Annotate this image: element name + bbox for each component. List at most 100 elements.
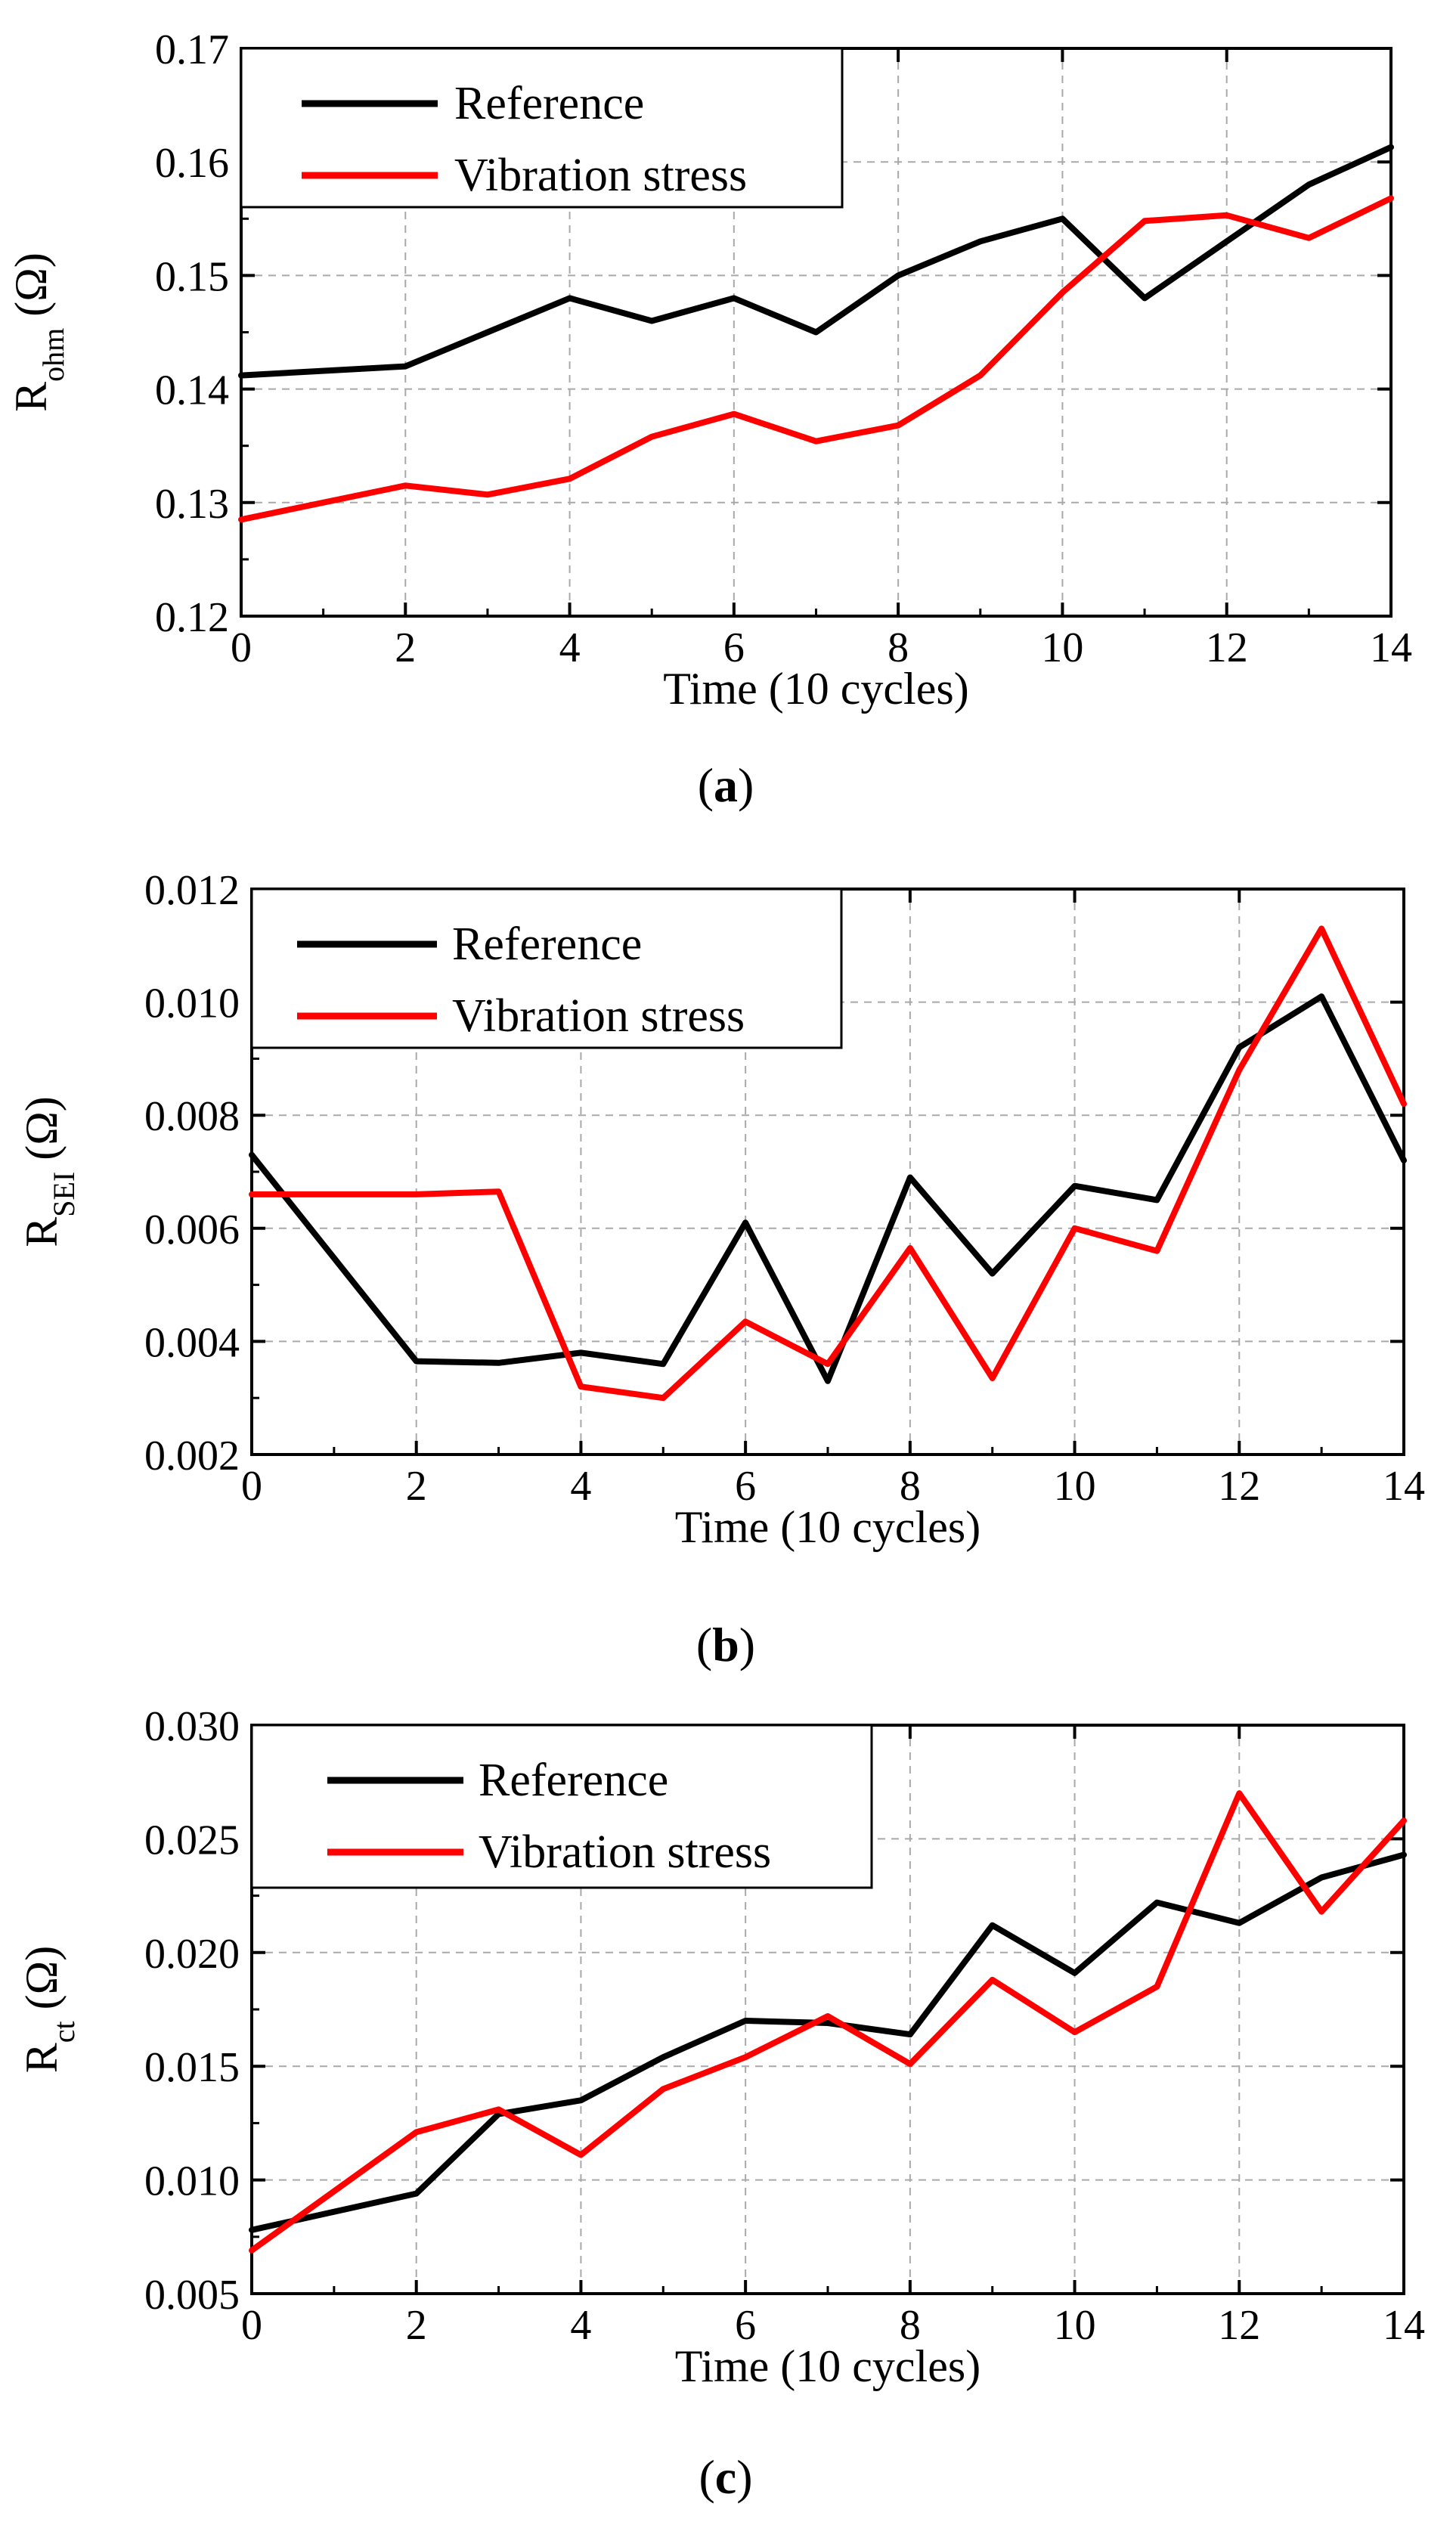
x-tick-label: 0 [241, 1463, 262, 1510]
series-1-point [1224, 212, 1229, 218]
x-axis-title: Time (10 cycles) [675, 1502, 980, 1552]
y-axis-title-subscript: ohm [36, 328, 70, 382]
x-tick-label: 4 [570, 2302, 591, 2349]
series-0-point [1402, 1852, 1406, 1857]
y-tick-label: 0.030 [144, 1703, 240, 1750]
caption-close: ) [739, 1618, 755, 1671]
y-axis-title-main: R [6, 382, 56, 412]
legend-label-1: Vibration stress [479, 1826, 771, 1878]
x-tick-label: 10 [1054, 2302, 1096, 2349]
series-0-point [826, 1378, 830, 1383]
series-0-point [1224, 239, 1229, 244]
series-0-point [567, 296, 572, 301]
series-0-point [896, 273, 901, 278]
y-tick-label: 0.010 [144, 981, 240, 1027]
series-0-point [1154, 1900, 1160, 1905]
series-0-point [1237, 1920, 1242, 1925]
series-1-point [578, 1384, 584, 1389]
legend-box [250, 888, 843, 1049]
series-0-point [578, 1350, 584, 1355]
series-0-point [239, 373, 243, 378]
x-tick-label: 6 [723, 624, 745, 671]
x-tick-label: 8 [888, 624, 909, 671]
legend-label-1: Vibration stress [454, 150, 747, 201]
y-tick-label: 0.17 [155, 26, 229, 73]
series-0-point [496, 1360, 501, 1365]
series-0-point [414, 2191, 419, 2196]
x-tick-label: 2 [406, 2302, 427, 2349]
series-0-point [990, 1922, 995, 1928]
y-axis-title-subscript: SEI [47, 1172, 81, 1217]
y-tick-label: 0.015 [144, 2044, 240, 2091]
series-1-point [907, 2062, 912, 2067]
series-1-point [1142, 218, 1148, 224]
x-tick-label: 2 [395, 624, 416, 671]
series-1-point [743, 2055, 748, 2060]
y-tick-label: 0.004 [144, 1319, 240, 1366]
series-1-point [1389, 196, 1393, 201]
series-1-point [649, 434, 655, 439]
series-1-point [567, 476, 572, 482]
x-tick-label: 14 [1383, 2302, 1425, 2349]
series-0-point [907, 2032, 912, 2037]
y-tick-label: 0.005 [144, 2272, 240, 2319]
series-0-point [249, 2227, 254, 2232]
series-1-point [1402, 1101, 1406, 1107]
chart-c: 0 2 4 6 8 10 12 14 0.005 0.010 0.015 0.020 0.025 0.03… [17, 1703, 1425, 2504]
legend-box [240, 47, 844, 209]
series-line-0 [249, 993, 1407, 1384]
series-0-point [1237, 1045, 1242, 1050]
series-0-point [578, 2098, 584, 2103]
series-1-point [1060, 290, 1065, 295]
x-tick-label: 12 [1218, 1463, 1260, 1510]
series-0-point [731, 296, 736, 301]
series-1-point [1237, 1791, 1242, 1796]
y-tick-label: 0.008 [144, 1093, 240, 1140]
series-0-point [907, 1175, 912, 1180]
y-tick-label: 0.006 [144, 1207, 240, 1253]
series-0-point [977, 239, 983, 244]
series-0-point [990, 1271, 995, 1276]
series-1-point [1306, 235, 1312, 240]
y-tick-label: 0.010 [144, 2158, 240, 2205]
legend-label-1: Vibration stress [452, 990, 745, 1042]
y-axis-title-subscript: ct [47, 2021, 81, 2043]
x-tick-label: 10 [1041, 624, 1083, 671]
caption-open: ( [699, 2450, 714, 2504]
series-1-point [1072, 1225, 1077, 1231]
x-tick-label: 0 [241, 2302, 262, 2349]
y-axis-title: RSEI (Ω) [17, 1096, 81, 1247]
series-1-point [896, 423, 901, 428]
y-axis-title-unit: (Ω) [17, 1946, 67, 2021]
caption-letter: a [714, 758, 738, 812]
y-tick-label: 0.020 [144, 1931, 240, 1978]
series-1-point [1154, 1248, 1160, 1253]
y-axis-title: Rct (Ω) [17, 1946, 81, 2073]
y-axis-title-unit: (Ω) [6, 252, 56, 328]
series-0-point [1402, 1158, 1406, 1163]
y-tick-label: 0.002 [144, 1433, 240, 1479]
series-1-point [907, 1245, 912, 1250]
series-line-0 [238, 144, 1394, 379]
x-tick-label: 4 [559, 624, 581, 671]
series-0-point [661, 1362, 666, 1367]
panel-caption: (c) [699, 2450, 752, 2504]
x-tick-label: 8 [900, 2302, 921, 2349]
series-0-point [1072, 1183, 1077, 1188]
panel-caption: (a) [698, 758, 754, 812]
series-0-point [1389, 144, 1393, 150]
chart-b: 0 2 4 6 8 10 12 14 0.002 0.004 0.006 0.008 0.010 0.01… [17, 867, 1425, 1671]
series-0-point [249, 1152, 254, 1157]
series-1-point [1319, 1909, 1324, 1914]
series-1-point [496, 2107, 501, 2112]
x-tick-label: 0 [231, 624, 252, 671]
series-0-point [826, 2021, 830, 2026]
caption-close: ) [738, 758, 754, 812]
x-tick-label: 14 [1383, 1463, 1425, 1510]
series-1-point [249, 2248, 254, 2253]
series-0-point [649, 318, 655, 324]
series-0-point [1306, 182, 1312, 187]
series-0-point [414, 1358, 419, 1364]
series-line-1 [249, 1790, 1407, 2254]
